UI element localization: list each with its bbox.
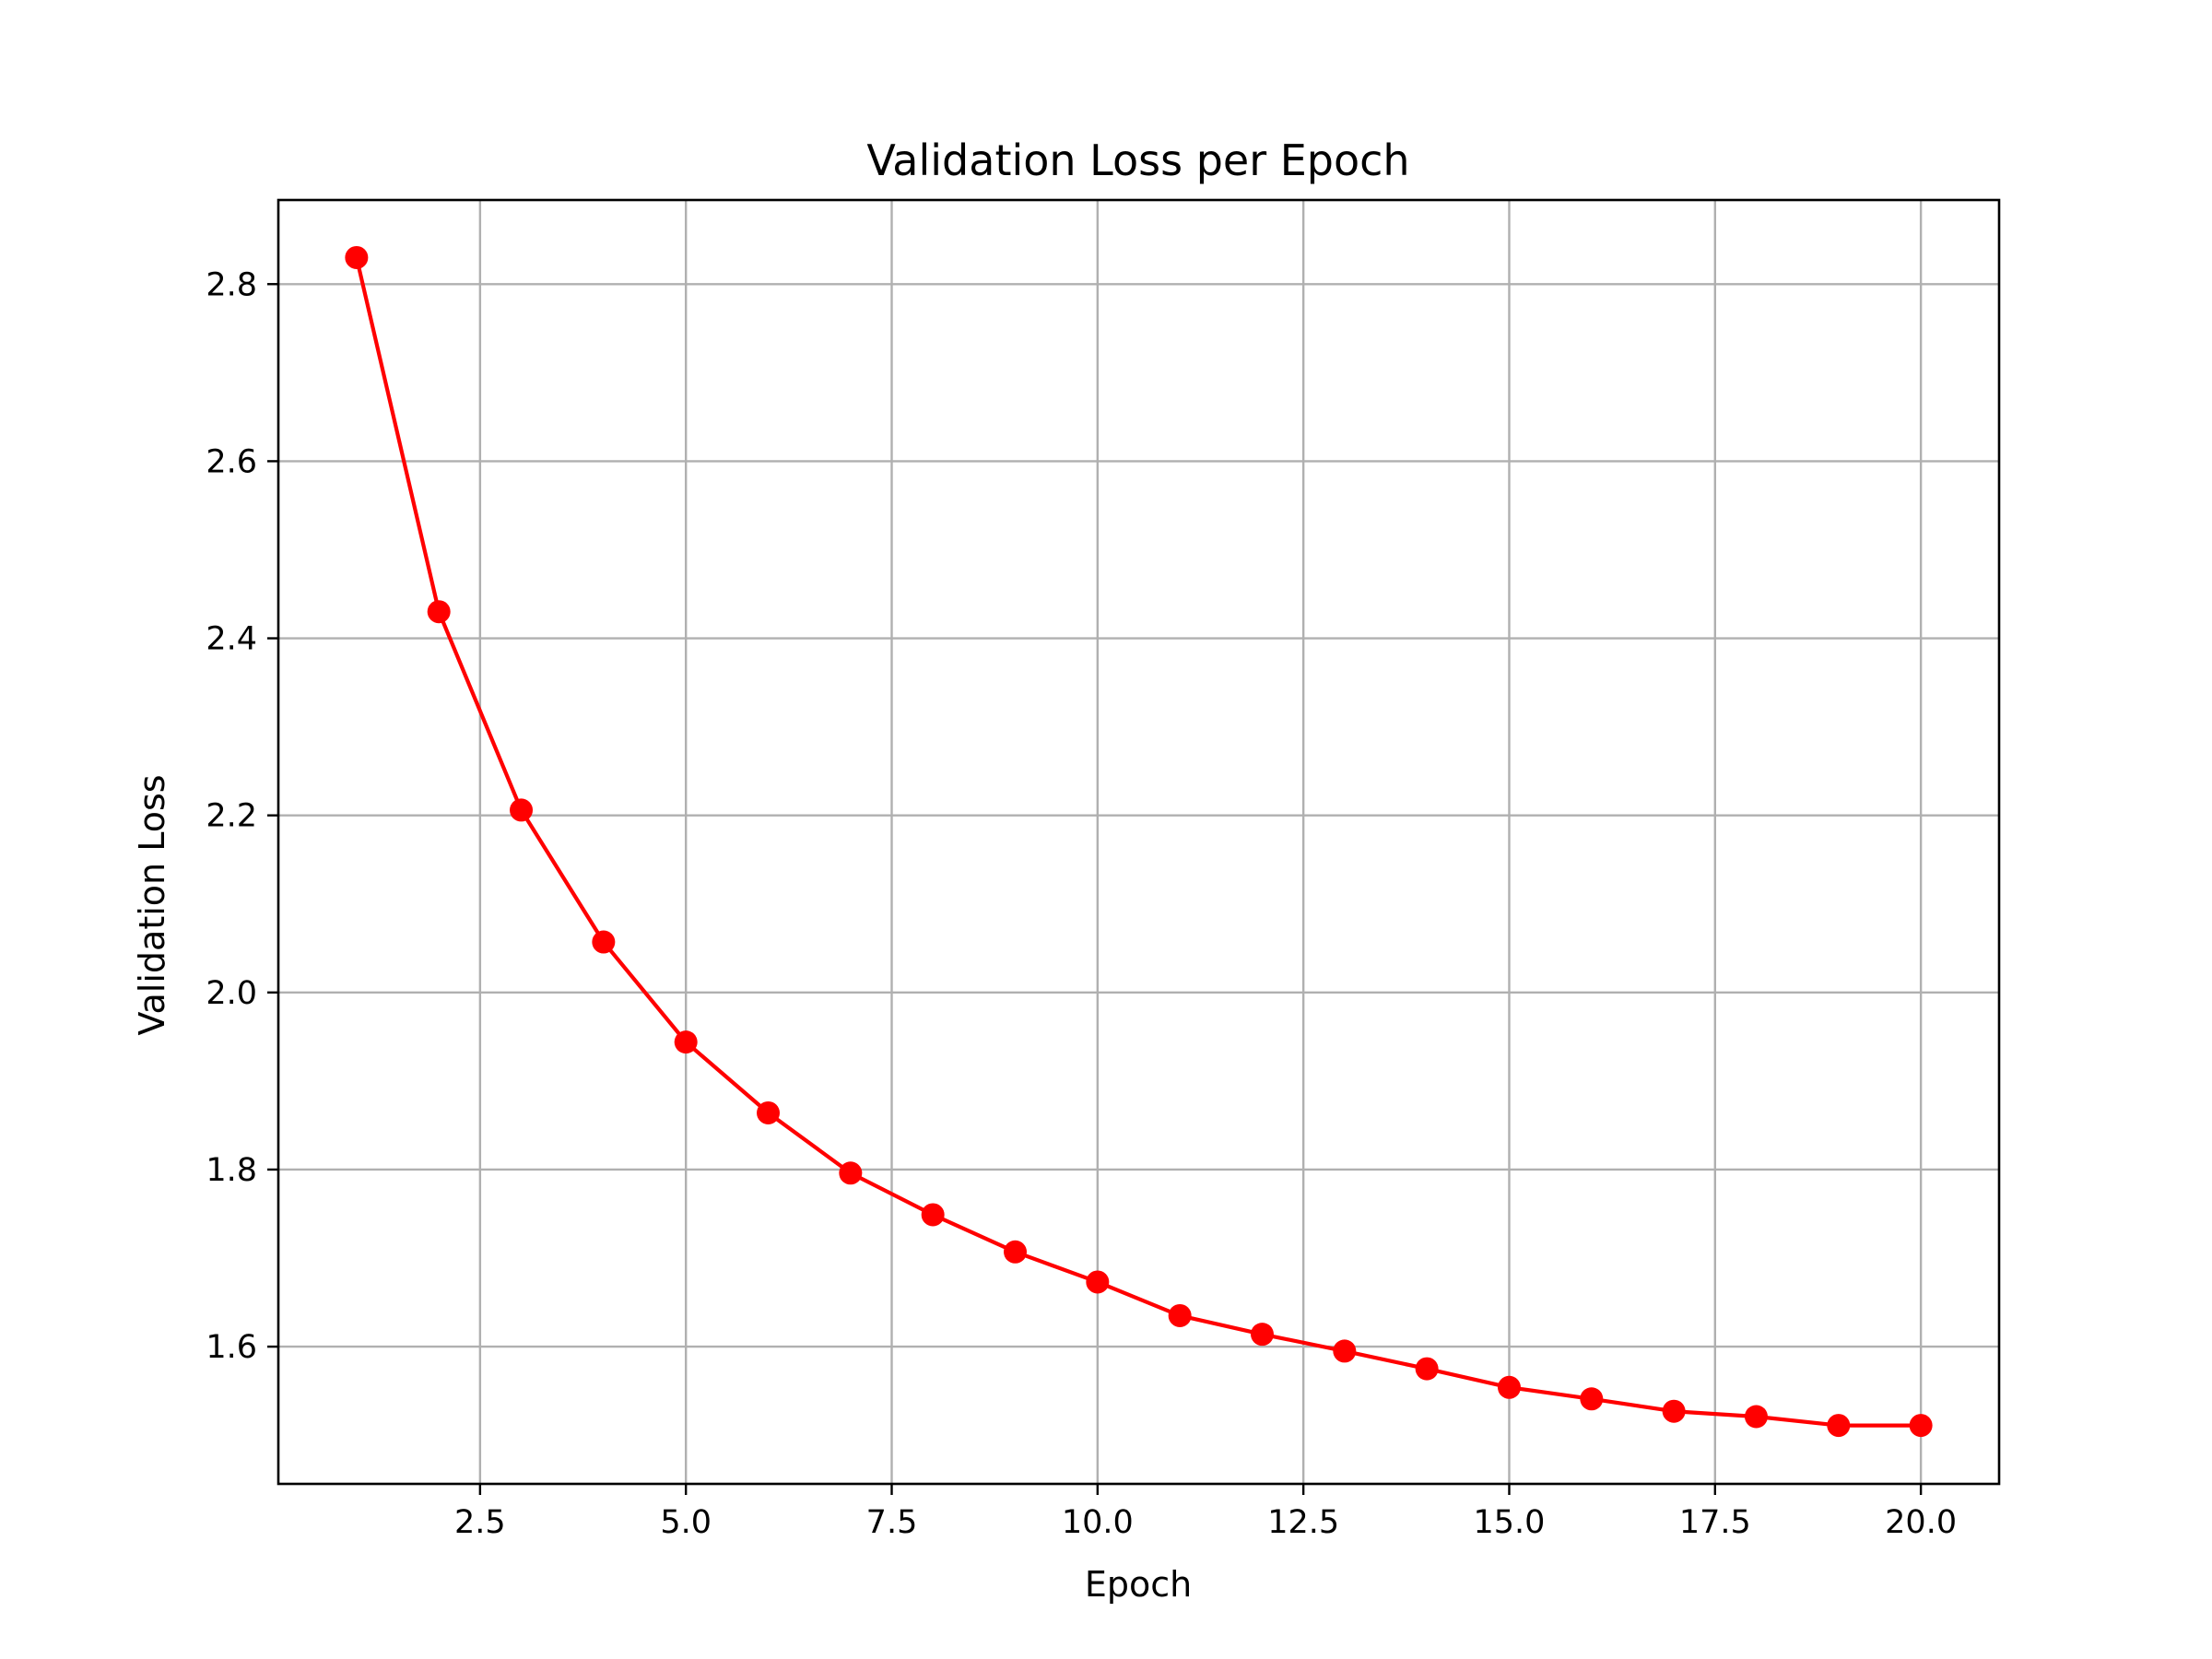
y-tick-label: 2.4 — [206, 621, 257, 658]
data-point — [592, 930, 616, 954]
y-tick-label: 2.6 — [206, 443, 257, 480]
data-point — [1909, 1414, 1933, 1438]
plot-frame — [276, 198, 2001, 1486]
y-tick-label: 2.2 — [206, 798, 257, 835]
data-point — [510, 798, 534, 822]
x-tick-label: 12.5 — [1267, 1504, 1339, 1541]
y-tick-label: 2.0 — [206, 975, 257, 1012]
data-point — [1004, 1240, 1028, 1264]
series-line — [354, 256, 1922, 1428]
y-tick-label: 1.8 — [206, 1152, 257, 1189]
data-point — [1168, 1303, 1192, 1327]
data-point — [1250, 1323, 1274, 1347]
data-point — [839, 1161, 863, 1185]
x-tick-label: 7.5 — [866, 1504, 918, 1541]
x-tick-label: 20.0 — [1885, 1504, 1957, 1541]
data-point — [1662, 1399, 1686, 1423]
data-point — [921, 1203, 945, 1227]
series-layer — [345, 245, 1933, 1438]
data-point — [1827, 1414, 1851, 1438]
data-point — [1086, 1270, 1110, 1294]
x-tick-label: 5.0 — [660, 1504, 712, 1541]
x-tick-label: 2.5 — [454, 1504, 506, 1541]
data-point — [1744, 1405, 1768, 1429]
data-point — [1580, 1387, 1604, 1411]
x-tick-label: 17.5 — [1679, 1504, 1751, 1541]
y-tick-label: 1.6 — [206, 1329, 257, 1366]
data-point — [757, 1100, 781, 1124]
y-tick-label: 2.8 — [206, 266, 257, 303]
x-axis-label: Epoch — [1085, 1564, 1192, 1605]
y-axis-label: Validation Loss — [132, 774, 172, 1035]
data-point — [1333, 1339, 1357, 1363]
data-point — [1497, 1375, 1521, 1399]
axis-ticks: 2.5 5.0 7.5 10.0 12.5 15.0 17.5 20.0 1.6 1.8 2.0 2.… — [206, 266, 1957, 1541]
chart-title: Validation Loss per Epoch — [866, 135, 1409, 185]
data-point — [1415, 1357, 1439, 1381]
x-tick-label: 10.0 — [1062, 1504, 1134, 1541]
x-tick-label: 15.0 — [1474, 1504, 1546, 1541]
data-point — [427, 600, 451, 624]
data-point — [674, 1030, 698, 1054]
grid-lines — [278, 200, 1999, 1484]
data-point — [345, 245, 369, 269]
